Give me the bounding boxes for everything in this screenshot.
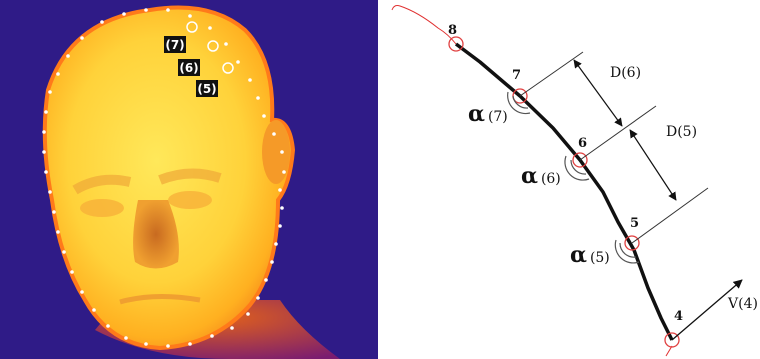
contour-dot [256, 296, 260, 300]
contour-dot [42, 130, 46, 134]
contour-points [42, 8, 286, 348]
point-5-marker [624, 235, 640, 251]
contour-dot [282, 170, 286, 174]
contour-dot [278, 224, 282, 228]
contour-dot [166, 344, 170, 348]
angle-label-5: α (5) [570, 242, 610, 268]
point-badge-6: (6) [178, 59, 200, 76]
contour-dot [48, 90, 52, 94]
distance-arrow-5 [629, 129, 677, 201]
contour-curve [454, 42, 674, 341]
contour-dot [92, 308, 96, 312]
contour-dot [52, 210, 56, 214]
point-label-7: 7 [512, 68, 521, 83]
contour-dot [56, 72, 60, 76]
contour-diagram: 8 7 6 5 4 D(6) D(5) α (7) α (6) α (5) V(4) [391, 5, 758, 357]
distance-label-6: D(6) [610, 65, 641, 81]
contour-dot [144, 8, 148, 12]
contour-dot [230, 326, 234, 330]
contour-dot [62, 250, 66, 254]
contour-dot [248, 78, 252, 82]
contour-dot [80, 36, 84, 40]
ear-region [262, 120, 290, 184]
point-label-5: 5 [630, 216, 639, 231]
contour-dot [270, 260, 274, 264]
contour-dot [278, 188, 282, 192]
nose-region [133, 200, 179, 269]
thermal-face-image: (7) (6) (5) [0, 0, 378, 359]
contour-dot [66, 54, 70, 58]
distance-label-5: D(5) [666, 124, 697, 140]
contour-dot [56, 230, 60, 234]
contour-dot [188, 14, 192, 18]
contour-point-6-marker [207, 40, 219, 52]
contour-dot [280, 150, 284, 154]
contour-point-5-marker [222, 62, 234, 74]
contour-dot [256, 96, 260, 100]
angle-label-7: α (7) [468, 101, 508, 127]
velocity-vector [671, 279, 743, 341]
contour-dot [166, 8, 170, 12]
point-label-4: 4 [674, 309, 683, 324]
perp-line-6 [579, 105, 657, 161]
point-8-marker [448, 36, 464, 52]
point-badge-5: (5) [196, 80, 218, 97]
contour-tail [391, 5, 457, 45]
contour-dot [106, 324, 110, 328]
contour-dot [124, 336, 128, 340]
angle-label-6: α (6) [521, 163, 561, 189]
contour-dot [272, 132, 276, 136]
contour-dot [100, 20, 104, 24]
contour-dot [210, 334, 214, 338]
eye-right [168, 191, 212, 209]
contour-dot [262, 114, 266, 118]
contour-dot [208, 26, 212, 30]
svg-text:(5): (5) [197, 82, 216, 96]
contour-dot [80, 290, 84, 294]
contour-dot [224, 42, 228, 46]
contour-dot [122, 12, 126, 16]
angle-arc-7 [512, 95, 529, 109]
point-badge-7: (7) [164, 36, 186, 53]
contour-dot [236, 60, 240, 64]
contour-dot [48, 190, 52, 194]
distance-arrow-6 [573, 59, 623, 127]
svg-text:(6): (6) [179, 61, 198, 75]
point-label-8: 8 [448, 23, 457, 38]
perp-line-7 [519, 51, 584, 97]
contour-dot [44, 170, 48, 174]
angle-arc-6 [570, 159, 587, 175]
contour-dot [246, 312, 250, 316]
contour-dot [44, 110, 48, 114]
point-4-marker [664, 332, 680, 348]
contour-dot [274, 242, 278, 246]
point-6-marker [572, 152, 588, 168]
mouth-region [119, 293, 201, 305]
contour-point-7-marker [186, 21, 198, 33]
contour-dot [188, 342, 192, 346]
contour-dot [70, 270, 74, 274]
vector-label: V(4) [727, 296, 758, 312]
svg-text:(7): (7) [165, 38, 184, 52]
point-label-6: 6 [578, 136, 587, 151]
angle-arc-5 [619, 242, 637, 258]
perp-line-5 [631, 187, 709, 244]
eye-left [80, 199, 124, 217]
contour-dot [42, 150, 46, 154]
contour-dot [264, 278, 268, 282]
contour-dot [280, 206, 284, 210]
contour-dot [144, 342, 148, 346]
